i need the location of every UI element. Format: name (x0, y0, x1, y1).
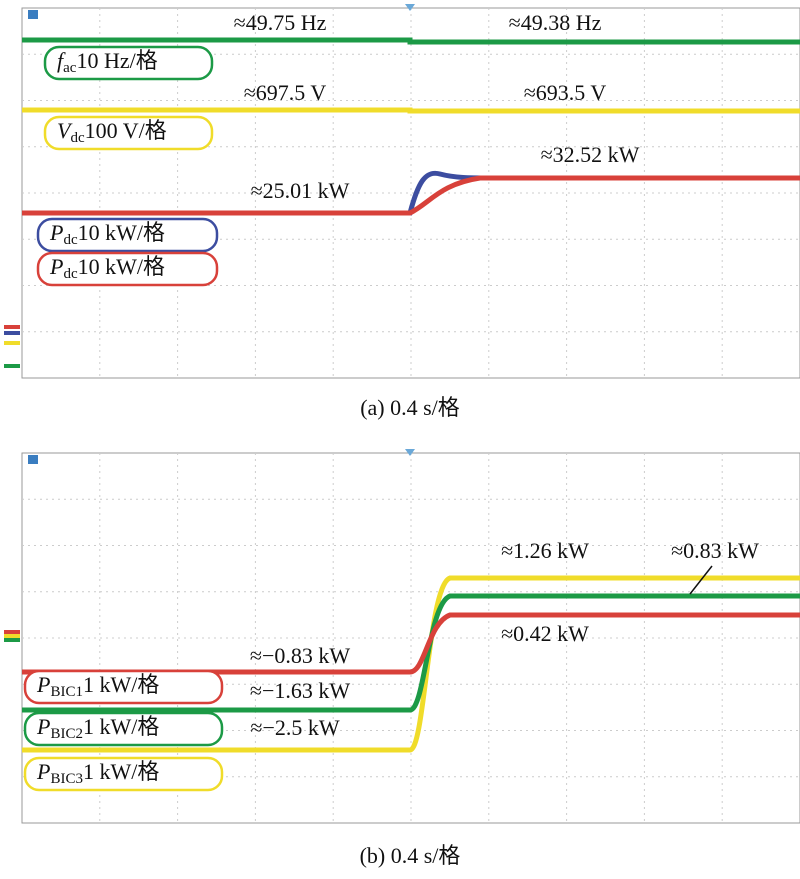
legend-box (43, 115, 214, 151)
legend-label: PBIC31 kW/格 (36, 759, 159, 787)
legend-subscript: ac (63, 60, 77, 76)
channel-icon (28, 455, 38, 464)
legend-label: PBIC21 kW/格 (36, 714, 159, 742)
legend-subscript: BIC3 (50, 771, 83, 787)
annotation: ≈−2.5 kW (250, 715, 339, 740)
legend-scale: 1 kW/格 (83, 759, 159, 784)
annotation: ≈32.52 kW (541, 142, 640, 167)
legend-box (36, 217, 219, 253)
legend-scale: 10 Hz/格 (76, 48, 157, 73)
legend-subscript: dc (70, 130, 85, 146)
trace (22, 612, 800, 675)
leader-line (689, 565, 713, 595)
trace (22, 107, 800, 114)
annotation: ≈−0.83 kW (250, 643, 350, 668)
legend-label: fac10 Hz/格 (57, 48, 158, 76)
channel-icon (28, 10, 38, 19)
legend-symbol: f (57, 48, 66, 73)
annotation: ≈49.38 Hz (509, 10, 602, 35)
trace (22, 175, 800, 216)
annotation: ≈1.26 kW (501, 538, 589, 563)
legend-scale: 100 V/格 (85, 118, 167, 143)
legend-label: Pdc10 kW/格 (49, 254, 165, 282)
annotation: ≈0.42 kW (501, 621, 589, 646)
legend-box (23, 669, 224, 705)
legend-scale: 1 kW/格 (83, 672, 159, 697)
annotation: ≈25.01 kW (251, 178, 350, 203)
channel-marker (4, 341, 20, 345)
legend-subscript: BIC2 (50, 726, 83, 742)
legend-subscript: dc (63, 232, 78, 248)
legend-box (36, 251, 219, 287)
legend-label: Vdc100 V/格 (57, 118, 167, 146)
legend-subscript: BIC1 (50, 684, 83, 700)
trigger-marker (405, 4, 415, 11)
legend-label: Pdc10 kW/格 (49, 220, 165, 248)
channel-marker (4, 364, 20, 368)
legend-scale: 10 kW/格 (78, 220, 165, 245)
annotation: ≈697.5 V (244, 80, 327, 105)
annotation: ≈49.75 Hz (234, 10, 327, 35)
legend-label: PBIC11 kW/格 (36, 672, 159, 700)
channel-marker (4, 638, 20, 642)
channel-marker (4, 331, 20, 335)
legend-symbol: P (49, 220, 63, 245)
legend-box (23, 711, 224, 747)
channel-marker (4, 630, 20, 634)
legend-box (23, 756, 224, 792)
legend-symbol: P (36, 714, 50, 739)
legend-symbol: V (57, 118, 73, 143)
trace (22, 593, 800, 713)
legend-scale: 10 kW/格 (78, 254, 165, 279)
annotation: ≈0.83 kW (671, 538, 759, 563)
legend-symbol: P (36, 759, 50, 784)
annotation: ≈−1.63 kW (250, 678, 350, 703)
legend-symbol: P (36, 672, 50, 697)
legend-box (43, 45, 214, 81)
legend-scale: 1 kW/格 (83, 714, 159, 739)
caption: (b) 0.4 s/格 (360, 843, 461, 868)
legend-symbol: P (49, 254, 63, 279)
legend-subscript: dc (63, 266, 78, 282)
caption: (a) 0.4 s/格 (360, 395, 460, 420)
channel-marker (4, 634, 20, 638)
channel-marker (4, 325, 20, 329)
annotation: ≈693.5 V (524, 80, 607, 105)
trace (22, 37, 800, 45)
trigger-marker (405, 449, 415, 456)
